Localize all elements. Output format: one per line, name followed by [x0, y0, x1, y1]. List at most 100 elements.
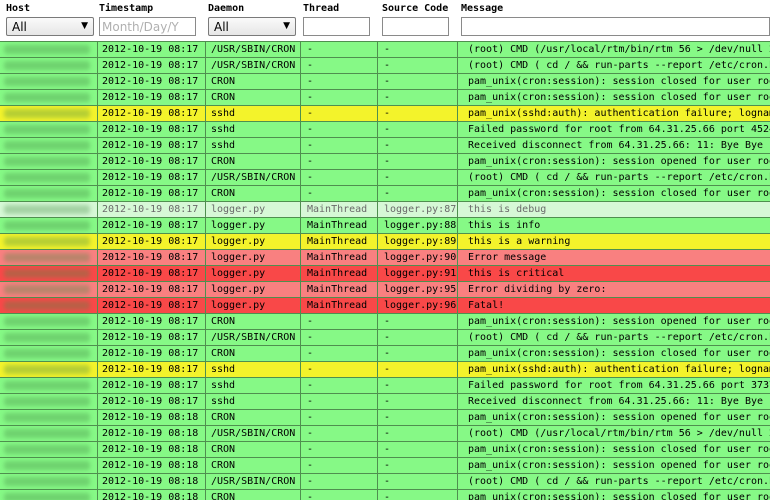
log-row[interactable]: 2012-10-19 08:17 CRON - - pam_unix(cron:sess…	[0, 153, 770, 169]
log-row[interactable]: 2012-10-19 08:18/USR/SBIN/CRON - - (root) C…	[0, 473, 770, 489]
column-divider	[377, 106, 378, 121]
column-divider	[97, 250, 98, 265]
column-divider	[205, 90, 206, 105]
column-divider	[205, 186, 206, 201]
column-divider	[97, 410, 98, 425]
column-divider	[457, 346, 458, 361]
log-row[interactable]: 2012-10-19 08:17 CRON - - pam_unix(cron:sess…	[0, 73, 770, 89]
thread-cell: MainThread	[307, 236, 368, 247]
host-cell-redacted	[4, 141, 90, 150]
daemon-cell: sshd	[211, 380, 236, 391]
log-row[interactable]: 2012-10-19 08:17 CRON - - pam_unix(cron:sess…	[0, 313, 770, 329]
log-row[interactable]: 2012-10-19 08:17/USR/SBIN/CRON - - (root) C…	[0, 329, 770, 345]
source-code-cell: -	[384, 60, 391, 71]
message-column-label: Message	[461, 3, 504, 14]
column-divider	[97, 394, 98, 409]
message-filter-input[interactable]	[461, 17, 770, 36]
timestamp-cell: 2012-10-19 08:17	[102, 204, 198, 215]
message-cell: this is info	[468, 220, 541, 231]
column-divider	[205, 442, 206, 457]
daemon-filter-select[interactable]: All ▼	[208, 17, 296, 36]
column-divider	[205, 346, 206, 361]
log-row[interactable]: 2012-10-19 08:17 logger.py MainThread logge…	[0, 297, 770, 313]
log-row[interactable]: 2012-10-19 08:17 logger.py MainThread logge…	[0, 217, 770, 233]
column-divider	[97, 314, 98, 329]
timestamp-cell: 2012-10-19 08:18	[102, 492, 198, 500]
daemon-cell: CRON	[211, 188, 236, 199]
log-row[interactable]: 2012-10-19 08:18 CRON - - pam_unix(cron:sess…	[0, 409, 770, 425]
log-row[interactable]: 2012-10-19 08:18/USR/SBIN/CRON - - (root) C…	[0, 425, 770, 441]
timestamp-cell: 2012-10-19 08:18	[102, 476, 198, 487]
source-code-filter-input[interactable]	[382, 17, 449, 36]
log-row[interactable]: 2012-10-19 08:17 CRON - - pam_unix(cron:sess…	[0, 89, 770, 105]
column-divider	[300, 202, 301, 217]
timestamp-filter-input[interactable]: Month/Day/Y	[99, 17, 196, 36]
log-row[interactable]: 2012-10-19 08:17 logger.py MainThread logge…	[0, 233, 770, 249]
column-divider	[377, 442, 378, 457]
log-row[interactable]: 2012-10-19 08:17 logger.py MainThread logge…	[0, 201, 770, 217]
column-divider	[300, 458, 301, 473]
message-cell: pam_unix(cron:session): session closed f…	[468, 444, 770, 455]
host-cell-redacted	[4, 477, 90, 486]
thread-filter-input[interactable]	[303, 17, 370, 36]
log-row[interactable]: 2012-10-19 08:17/USR/SBIN/CRON - - (root) C…	[0, 57, 770, 73]
source-code-cell: -	[384, 316, 391, 327]
column-divider	[377, 58, 378, 73]
column-divider	[205, 490, 206, 500]
log-row[interactable]: 2012-10-19 08:17 sshd - - pam_unix(sshd:auth…	[0, 105, 770, 121]
column-divider	[205, 458, 206, 473]
source-code-cell: -	[384, 172, 391, 183]
message-cell: pam_unix(cron:session): session closed f…	[468, 76, 770, 87]
column-divider	[457, 490, 458, 500]
column-divider	[377, 234, 378, 249]
source-code-cell: -	[384, 76, 391, 87]
log-row[interactable]: 2012-10-19 08:17/USR/SBIN/CRON - - (root) C…	[0, 169, 770, 185]
log-row[interactable]: 2012-10-19 08:17 logger.py MainThread logge…	[0, 281, 770, 297]
column-divider	[457, 410, 458, 425]
column-divider	[377, 170, 378, 185]
host-cell-redacted	[4, 461, 90, 470]
column-divider	[97, 58, 98, 73]
column-divider	[97, 186, 98, 201]
column-divider	[377, 298, 378, 313]
source-code-column-label: Source Code	[382, 3, 449, 14]
log-row[interactable]: 2012-10-19 08:18 CRON - - pam_unix(cron:sess…	[0, 441, 770, 457]
log-row[interactable]: 2012-10-19 08:17/USR/SBIN/CRON - - (root) C…	[0, 41, 770, 57]
host-filter-select[interactable]: All ▼	[6, 17, 94, 36]
log-row[interactable]: 2012-10-19 08:18 CRON - - pam_unix(cron:sess…	[0, 457, 770, 473]
column-divider	[457, 218, 458, 233]
daemon-cell: sshd	[211, 108, 236, 119]
column-divider	[377, 378, 378, 393]
timestamp-cell: 2012-10-19 08:17	[102, 252, 198, 263]
log-row[interactable]: 2012-10-19 08:17 sshd - - Failed password fo…	[0, 121, 770, 137]
daemon-cell: logger.py	[211, 268, 266, 279]
log-row[interactable]: 2012-10-19 08:17 logger.py MainThread logge…	[0, 249, 770, 265]
source-code-cell: -	[384, 476, 391, 487]
source-code-cell: -	[384, 380, 391, 391]
thread-column-label: Thread	[303, 3, 340, 14]
column-divider	[457, 250, 458, 265]
daemon-cell: /USR/SBIN/CRON	[211, 428, 296, 439]
log-row[interactable]: 2012-10-19 08:17 sshd - - Received disconnec…	[0, 137, 770, 153]
log-row[interactable]: 2012-10-19 08:17 CRON - - pam_unix(cron:sess…	[0, 345, 770, 361]
log-row[interactable]: 2012-10-19 08:17 CRON - - pam_unix(cron:sess…	[0, 185, 770, 201]
source-code-cell: -	[384, 396, 391, 407]
column-divider	[205, 394, 206, 409]
log-row[interactable]: 2012-10-19 08:18 CRON - - pam_unix(cron:sess…	[0, 489, 770, 500]
log-row[interactable]: 2012-10-19 08:17 sshd - - pam_unix(sshd:auth…	[0, 361, 770, 377]
host-filter-value: All	[12, 20, 27, 34]
column-divider	[97, 154, 98, 169]
column-divider	[97, 346, 98, 361]
log-row[interactable]: 2012-10-19 08:17 sshd - - Received disconnec…	[0, 393, 770, 409]
log-row[interactable]: 2012-10-19 08:17 sshd - - Failed password fo…	[0, 377, 770, 393]
message-cell: pam_unix(cron:session): session opened f…	[468, 460, 770, 471]
timestamp-cell: 2012-10-19 08:17	[102, 172, 198, 183]
thread-cell: -	[307, 316, 314, 327]
message-cell: Error message	[468, 252, 547, 263]
message-cell: (root) CMD ( cd / && run-parts --report …	[468, 332, 770, 343]
column-divider	[377, 330, 378, 345]
log-row[interactable]: 2012-10-19 08:17 logger.py MainThread logge…	[0, 265, 770, 281]
log-table: 2012-10-19 08:17/USR/SBIN/CRON - - (root) C…	[0, 41, 770, 500]
column-divider	[457, 474, 458, 489]
message-cell: Failed password for root from 64.31.25.6…	[468, 124, 770, 135]
